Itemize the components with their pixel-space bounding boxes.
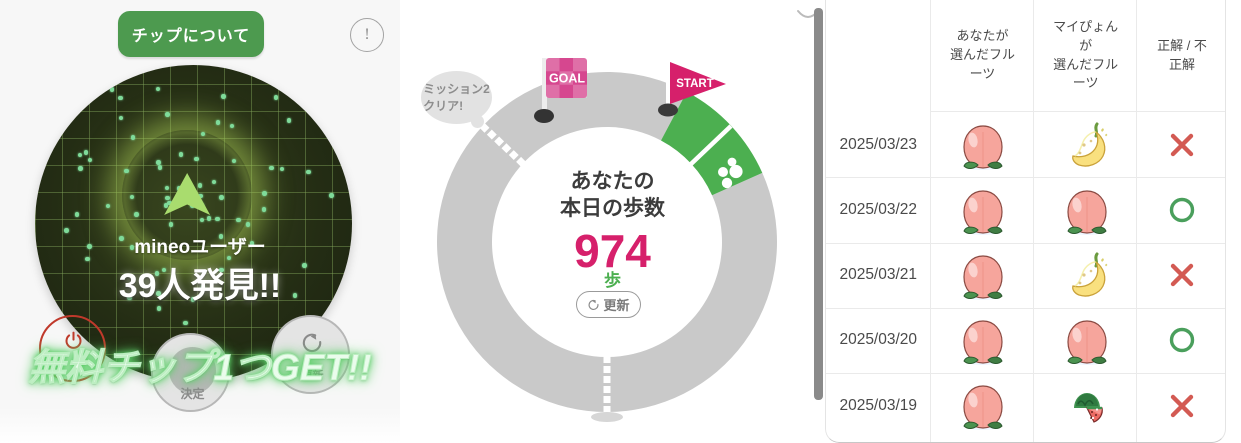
svg-text:GOAL: GOAL (549, 72, 585, 86)
svg-text:START: START (676, 78, 713, 90)
